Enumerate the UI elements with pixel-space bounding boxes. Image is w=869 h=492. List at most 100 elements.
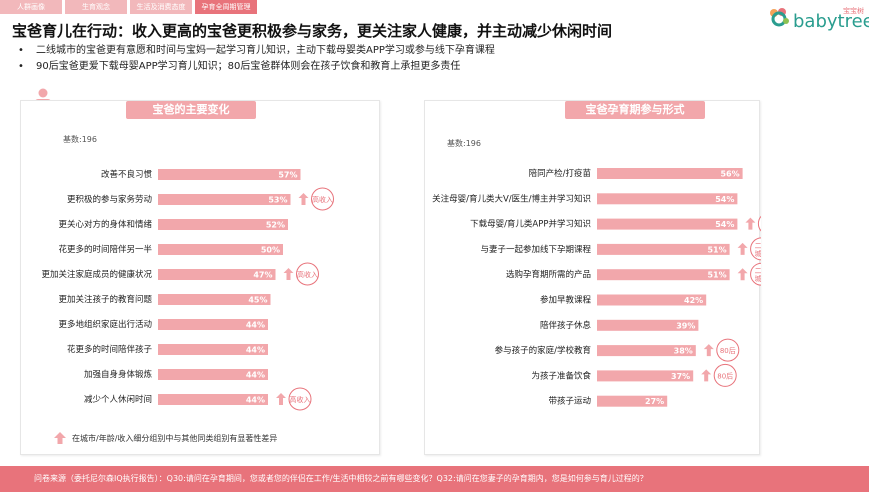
tab-lifestyle-consumption[interactable]: 生活及消费态度 bbox=[130, 0, 192, 14]
group-badge bbox=[750, 262, 761, 286]
bar bbox=[158, 194, 291, 205]
bar bbox=[597, 370, 694, 382]
bar bbox=[597, 345, 696, 357]
category-label: 更关心对方的身体和情绪 bbox=[58, 219, 152, 230]
value-label: 57% bbox=[278, 171, 297, 180]
up-arrow-icon bbox=[701, 369, 712, 382]
group-badge bbox=[716, 338, 740, 362]
group-badge-label: 二线 bbox=[755, 266, 761, 275]
group-badge-label: 城市 bbox=[755, 249, 761, 258]
significance-annotation: 80后 bbox=[701, 363, 737, 387]
group-badge-label: 高收入 bbox=[290, 395, 311, 404]
up-arrow-icon bbox=[703, 344, 714, 357]
section-tabs: 人群画像 生育观念 生活及消费态度 孕育全周期管理 bbox=[0, 0, 260, 14]
category-label: 参加早教课程 bbox=[540, 295, 592, 306]
summary-bullet: 90后宝爸更爱下载母婴APP学习育儿知识；80后宝爸群体则会在孩子饮食和教育上承… bbox=[18, 59, 495, 75]
group-badge-label: 高收入 bbox=[312, 195, 333, 204]
value-label: 38% bbox=[674, 347, 693, 356]
category-label: 陪同产检/打疫苗 bbox=[529, 168, 592, 179]
significance-annotation: 高收入 bbox=[283, 262, 319, 286]
category-label: 更加关注孩子的教育问题 bbox=[58, 294, 152, 305]
value-label: 42% bbox=[684, 296, 703, 305]
value-label: 45% bbox=[248, 296, 267, 305]
source-footer: 问卷来源（委托尼尔森IQ执行报告）：Q30:请问在孕育期间，您或者您的伴侣在工作… bbox=[0, 466, 869, 492]
group-badge-label: 城市 bbox=[755, 274, 761, 283]
value-label: 51% bbox=[707, 245, 726, 254]
bar bbox=[597, 168, 743, 179]
bar bbox=[158, 269, 276, 280]
right-chart-panel: 宝爸孕育期参与形式 基数:196 陪同产检/打疫苗 56% 关注母婴/育儿类大V/医… bbox=[424, 100, 761, 455]
category-label: 花更多的时间陪伴另一半 bbox=[58, 244, 152, 255]
significance-annotation: 二线城市 bbox=[737, 262, 761, 286]
category-label: 选购孕育期所需的产品 bbox=[506, 269, 591, 280]
page-title: 宝爸育儿在行动：收入更高的宝爸更积极参与家务，更关注家人健康，并主动减少休闲时间 bbox=[12, 22, 613, 40]
value-label: 54% bbox=[715, 195, 734, 204]
bar bbox=[158, 319, 268, 330]
group-badge-label: 80后 bbox=[717, 371, 733, 380]
significance-annotation: 90后二线城市 bbox=[745, 215, 761, 232]
significance-annotation: 二线城市 bbox=[737, 237, 761, 261]
bar bbox=[597, 218, 738, 230]
value-label: 27% bbox=[645, 397, 664, 406]
babytree-logo: babytree bbox=[766, 6, 869, 32]
group-badge-label: 高收入 bbox=[297, 270, 318, 279]
left-chart-title: 宝爸的主要变化 bbox=[126, 101, 256, 119]
category-label: 减少个人休闲时间 bbox=[84, 394, 152, 405]
group-badge bbox=[757, 215, 761, 232]
bar bbox=[158, 394, 268, 405]
value-label: 50% bbox=[261, 246, 280, 255]
bar bbox=[597, 319, 699, 331]
category-label: 参与孩子的家庭/学校教育 bbox=[495, 345, 591, 356]
tab-parenting-concept[interactable]: 生育观念 bbox=[65, 0, 127, 14]
value-label: 52% bbox=[266, 221, 285, 230]
value-label: 53% bbox=[268, 196, 287, 205]
bar bbox=[597, 294, 707, 306]
category-label: 更多地组织家庭出行活动 bbox=[58, 319, 152, 330]
bar bbox=[158, 219, 288, 230]
up-arrow-icon bbox=[54, 432, 66, 444]
up-arrow-icon bbox=[298, 193, 309, 205]
group-badge-label: 80后 bbox=[720, 346, 736, 355]
right-bar-chart: 陪同产检/打疫苗 56% 关注母婴/育儿类大V/医生/博主并学习知识 54% 下载母婴/… bbox=[432, 168, 761, 407]
category-label: 带孩子运动 bbox=[548, 396, 591, 407]
up-arrow-icon bbox=[276, 393, 286, 405]
bar bbox=[158, 169, 301, 180]
group-badge bbox=[713, 363, 737, 387]
value-label: 37% bbox=[671, 372, 690, 381]
group-badge-label: 二线 bbox=[755, 241, 761, 250]
group-badge bbox=[311, 187, 334, 211]
up-arrow-icon bbox=[737, 268, 748, 281]
significance-annotation: 高收入 bbox=[298, 187, 334, 211]
significance-legend-text: 在城市/年龄/收入细分组别中与其他同类组别有显著性差异 bbox=[72, 433, 278, 443]
summary-bullet: 二线城市的宝爸更有意愿和时间与宝妈一起学习育儿知识，主动下载母婴类APP学习或参… bbox=[18, 43, 495, 59]
left-chart-panel: 宝爸的主要变化 基数:196 改善不良习惯 57% 更积极的参与家务劳动 53% 更关心… bbox=[20, 100, 380, 455]
category-label: 为孩子准备饮食 bbox=[531, 370, 591, 381]
group-badge bbox=[750, 237, 761, 261]
significance-annotation: 高收入 bbox=[276, 387, 312, 411]
bar bbox=[597, 193, 738, 205]
significance-annotation: 80后 bbox=[703, 338, 740, 362]
value-label: 56% bbox=[720, 170, 739, 179]
tab-population-profile[interactable]: 人群画像 bbox=[0, 0, 62, 14]
babytree-mark-icon bbox=[770, 8, 789, 27]
category-label: 更积极的参与家务劳动 bbox=[67, 194, 153, 205]
tab-full-cycle-management[interactable]: 孕育全周期管理 bbox=[195, 0, 257, 14]
up-arrow-icon bbox=[283, 268, 294, 280]
bar bbox=[597, 395, 668, 407]
value-label: 47% bbox=[253, 271, 272, 280]
right-chart-base: 基数:196 bbox=[447, 139, 481, 148]
bar bbox=[158, 344, 268, 355]
right-chart-title: 宝爸孕育期参与形式 bbox=[565, 101, 705, 119]
category-label: 陪伴孩子休息 bbox=[540, 320, 592, 331]
category-label: 关注母婴/育儿类大V/医生/博主并学习知识 bbox=[432, 193, 591, 204]
bar bbox=[597, 243, 730, 255]
category-label: 下载母婴/育儿类APP并学习知识 bbox=[470, 219, 591, 230]
summary-bullets: 二线城市的宝爸更有意愿和时间与宝妈一起学习育儿知识，主动下载母婴类APP学习或参… bbox=[18, 43, 495, 75]
value-label: 51% bbox=[707, 271, 726, 280]
bar bbox=[597, 269, 730, 281]
value-label: 44% bbox=[246, 346, 265, 355]
group-badge bbox=[288, 387, 312, 411]
category-label: 与妻子一起参加线下孕期课程 bbox=[480, 244, 591, 255]
value-label: 44% bbox=[246, 371, 265, 380]
category-label: 改善不良习惯 bbox=[101, 169, 153, 180]
